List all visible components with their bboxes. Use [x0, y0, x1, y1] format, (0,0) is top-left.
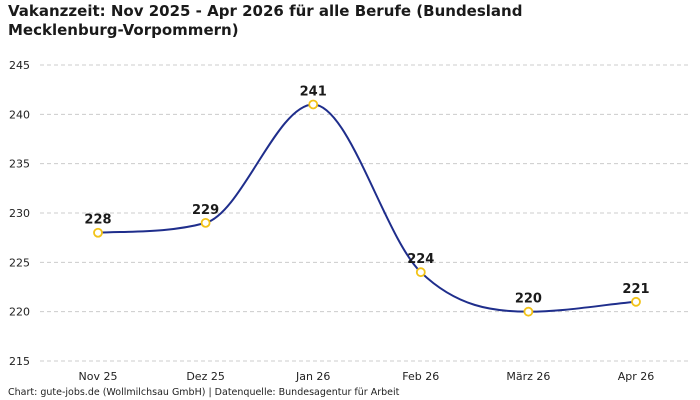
y-tick-label: 240: [9, 108, 30, 121]
data-label: 220: [515, 292, 542, 307]
data-label: 224: [407, 252, 434, 267]
y-tick-label: 245: [9, 59, 30, 72]
series-line: [97, 103, 637, 313]
x-axis-ticks: Nov 25 Dez 25 Jan 26 Feb 26 März 26 Apr 26: [79, 370, 655, 383]
chart-source-footer: Chart: gute-jobs.de (Wollmilchsau GmbH) …: [8, 387, 400, 398]
x-tick-label: März 26: [506, 370, 550, 383]
data-point: [200, 217, 211, 228]
y-axis-ticks: 215 220 225 230 235 240 245: [9, 59, 30, 368]
data-point: [631, 296, 641, 307]
x-tick-label: Apr 26: [618, 370, 655, 383]
data-point: [93, 227, 103, 238]
y-tick-label: 215: [9, 355, 30, 368]
chart-title: Vakanzzeit: Nov 2025 - Apr 2026 für alle…: [8, 2, 523, 39]
grid-lines: [40, 64, 690, 362]
data-points: [93, 99, 641, 317]
data-label: 221: [622, 282, 649, 297]
data-label: 228: [84, 213, 111, 228]
data-labels: 228 229 241 224 220 221: [84, 84, 649, 306]
y-tick-label: 230: [9, 207, 30, 220]
data-point: [523, 306, 534, 317]
x-tick-label: Dez 25: [186, 370, 225, 383]
y-tick-label: 220: [9, 306, 30, 319]
data-label: 241: [300, 84, 327, 99]
data-point: [415, 267, 426, 278]
x-tick-label: Feb 26: [402, 370, 439, 383]
data-point: [308, 99, 319, 110]
x-tick-label: Jan 26: [295, 370, 330, 383]
data-label: 229: [192, 203, 219, 218]
y-tick-label: 235: [9, 158, 30, 171]
y-tick-label: 225: [9, 256, 30, 269]
x-tick-label: Nov 25: [79, 370, 118, 383]
